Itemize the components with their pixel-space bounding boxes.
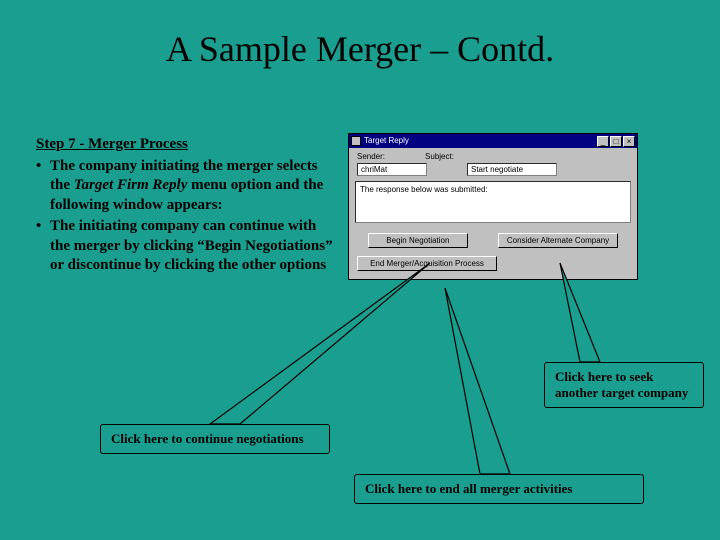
begin-negotiation-button[interactable]: Begin Negotiation xyxy=(368,233,468,248)
page-title: A Sample Merger – Contd. xyxy=(0,0,720,70)
maximize-button[interactable]: □ xyxy=(610,136,622,147)
window-icon xyxy=(351,136,361,146)
window-title: Target Reply xyxy=(364,137,597,145)
close-button[interactable]: × xyxy=(623,136,635,147)
sender-field[interactable]: chriMat xyxy=(357,163,427,176)
italic-menu-name: Target Firm Reply xyxy=(74,177,188,193)
callout-seek-another: Click here to seek another target compan… xyxy=(544,362,704,408)
sender-label: Sender: xyxy=(357,152,385,161)
body-text-block: Step 7 - Merger Process • The company in… xyxy=(36,135,336,276)
minimize-button[interactable]: _ xyxy=(597,136,609,147)
consider-alternate-button[interactable]: Consider Alternate Company xyxy=(498,233,618,248)
message-area: The response below was submitted: xyxy=(355,181,631,223)
end-process-button[interactable]: End Merger/Acquisition Process xyxy=(357,256,497,271)
subject-field[interactable]: Start negotiate xyxy=(467,163,557,176)
subject-label: Subject: xyxy=(425,152,454,161)
callout-end-all: Click here to end all merger activities xyxy=(354,474,644,504)
callout-continue: Click here to continue negotiations xyxy=(100,424,330,454)
window-titlebar: Target Reply _ □ × xyxy=(349,134,637,148)
bullet-1: • The company initiating the merger sele… xyxy=(36,157,336,216)
bullet-2: • The initiating company can continue wi… xyxy=(36,217,336,276)
target-reply-window: Target Reply _ □ × Sender: Subject: chri… xyxy=(348,133,638,280)
step-heading: Step 7 - Merger Process xyxy=(36,135,336,155)
